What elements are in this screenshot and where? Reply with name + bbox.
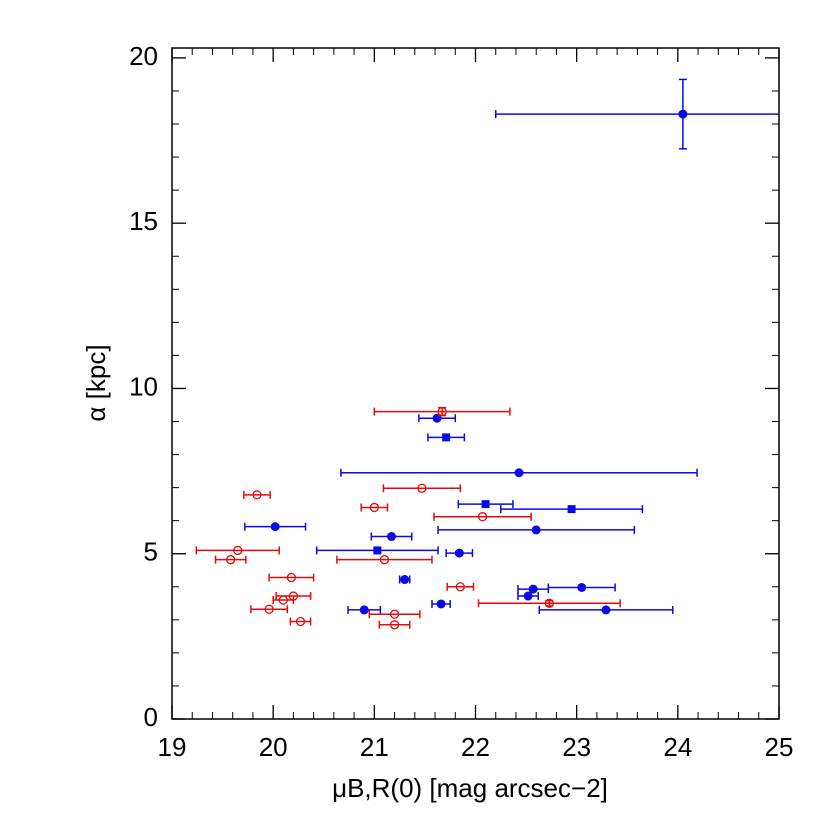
x-tick-label: 22 bbox=[461, 732, 490, 762]
x-error-bar bbox=[494, 110, 779, 119]
x-tick-label: 21 bbox=[360, 732, 389, 762]
point bbox=[226, 555, 236, 565]
point bbox=[400, 575, 410, 585]
point bbox=[233, 545, 243, 556]
x-tick-label: 19 bbox=[158, 732, 187, 762]
point bbox=[270, 522, 280, 532]
point bbox=[477, 512, 488, 522]
point bbox=[442, 433, 451, 442]
x-tick-label: 25 bbox=[765, 732, 794, 762]
point bbox=[264, 604, 274, 614]
x-error-bar bbox=[336, 555, 433, 564]
x-error-bar bbox=[446, 582, 475, 591]
point bbox=[369, 502, 379, 513]
x-error-bar bbox=[433, 512, 532, 521]
y-tick-label: 0 bbox=[144, 702, 158, 732]
point bbox=[437, 406, 447, 417]
point bbox=[531, 525, 541, 535]
point bbox=[528, 584, 538, 594]
point bbox=[373, 546, 382, 555]
point bbox=[252, 490, 262, 500]
x-error-bar bbox=[360, 503, 389, 512]
x-error-bar bbox=[195, 546, 280, 555]
x-error-bar bbox=[243, 490, 271, 499]
y-tick-label: 15 bbox=[129, 206, 158, 236]
plot-area bbox=[195, 78, 779, 630]
y-tick-label: 10 bbox=[129, 371, 158, 401]
point bbox=[389, 620, 400, 630]
point bbox=[359, 605, 369, 615]
y-tick-label: 20 bbox=[129, 41, 158, 71]
point bbox=[678, 109, 688, 119]
x-error-bar bbox=[268, 573, 315, 582]
point bbox=[295, 616, 306, 627]
x-tick-label: 23 bbox=[562, 732, 591, 762]
x-error-bar bbox=[368, 610, 421, 619]
x-error-bar bbox=[378, 620, 411, 629]
point bbox=[481, 500, 490, 509]
point bbox=[436, 599, 446, 609]
point bbox=[577, 582, 587, 592]
point bbox=[379, 555, 390, 565]
point bbox=[523, 591, 533, 601]
point bbox=[454, 548, 464, 558]
plot-frame bbox=[171, 47, 780, 720]
x-error-bar bbox=[214, 555, 247, 564]
x-tick-label: 24 bbox=[663, 732, 692, 762]
y-axis-title: α [kpc] bbox=[81, 344, 111, 421]
point bbox=[278, 595, 288, 605]
point bbox=[567, 505, 576, 514]
point bbox=[286, 572, 297, 583]
y-tick-label: 5 bbox=[144, 537, 158, 567]
x-error-bar bbox=[289, 617, 312, 626]
x-error-bar bbox=[272, 596, 295, 605]
point bbox=[389, 609, 400, 619]
point bbox=[387, 532, 397, 542]
x-error-bar bbox=[382, 484, 462, 493]
point bbox=[417, 483, 427, 493]
x-axis-title: μB,R(0) [mag arcsec−2] bbox=[332, 773, 608, 803]
x-error-bar bbox=[250, 605, 289, 614]
point bbox=[544, 598, 555, 608]
point bbox=[601, 605, 611, 615]
point bbox=[455, 582, 465, 592]
x-tick-label: 20 bbox=[259, 732, 288, 762]
point bbox=[514, 468, 524, 478]
